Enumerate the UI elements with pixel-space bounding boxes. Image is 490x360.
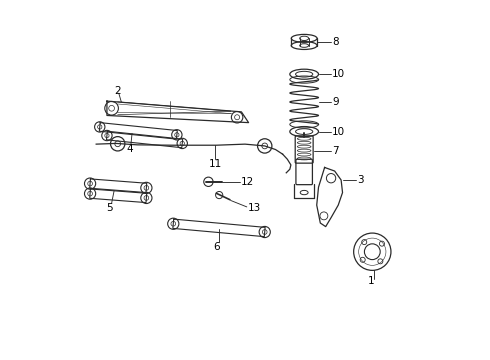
Text: 10: 10 bbox=[332, 69, 345, 79]
Text: 1: 1 bbox=[368, 276, 375, 286]
Text: 9: 9 bbox=[332, 97, 339, 107]
Text: 11: 11 bbox=[209, 159, 222, 169]
Text: 2: 2 bbox=[114, 86, 121, 96]
Text: 12: 12 bbox=[241, 177, 254, 187]
Text: 4: 4 bbox=[126, 144, 133, 154]
Text: 7: 7 bbox=[332, 146, 339, 156]
Text: 3: 3 bbox=[357, 175, 364, 185]
Text: 5: 5 bbox=[106, 203, 113, 213]
Text: 6: 6 bbox=[214, 242, 220, 252]
Text: 13: 13 bbox=[248, 203, 261, 213]
Text: 8: 8 bbox=[332, 37, 339, 47]
Text: 10: 10 bbox=[332, 127, 345, 136]
